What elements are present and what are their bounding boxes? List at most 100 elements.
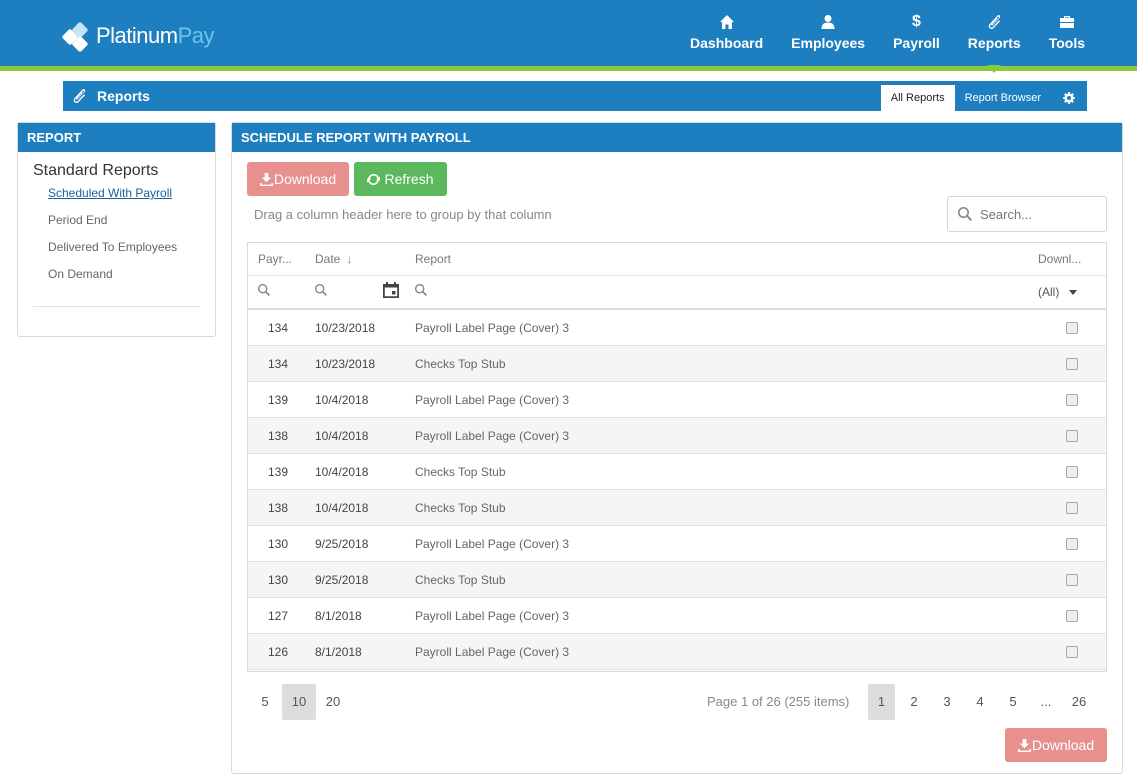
- payroll-cell: 139: [267, 464, 288, 479]
- report-sidebar: REPORT Standard Reports Scheduled With P…: [17, 122, 216, 337]
- nav-payroll-label: Payroll: [893, 35, 940, 51]
- download-icon: [259, 172, 273, 186]
- download-checkbox[interactable]: [1066, 357, 1078, 370]
- tab-all-reports[interactable]: All Reports: [880, 85, 955, 111]
- download-button[interactable]: Download: [247, 162, 349, 196]
- nav-tools-label: Tools: [1048, 35, 1085, 51]
- calendar-icon: [383, 281, 399, 298]
- nav-reports[interactable]: Reports: [968, 14, 1021, 73]
- table-row[interactable]: 134 10/23/2018 Checks Top Stub: [248, 346, 1106, 382]
- download-checkbox[interactable]: [1066, 393, 1078, 406]
- sidebar-header: REPORT: [18, 123, 215, 152]
- date-cell: 10/23/2018: [315, 320, 376, 335]
- table-row[interactable]: 126 8/1/2018 Payroll Label Page (Cover) 3: [248, 634, 1106, 670]
- page-button[interactable]: 2: [910, 694, 918, 709]
- sidebar-item-scheduled-with-payroll[interactable]: Scheduled With Payroll: [48, 186, 173, 200]
- download-checkbox[interactable]: [1066, 465, 1078, 478]
- refresh-button[interactable]: Refresh: [354, 162, 447, 196]
- refresh-icon: [367, 173, 381, 185]
- payroll-cell: 127: [267, 608, 288, 623]
- download-checkbox[interactable]: [1066, 573, 1078, 586]
- report-cell: Payroll Label Page (Cover) 3: [415, 428, 570, 443]
- nav-tools[interactable]: Tools: [1049, 14, 1085, 51]
- date-filter[interactable]: [305, 283, 405, 301]
- user-icon: [821, 15, 835, 29]
- nav-payroll[interactable]: $ Payroll: [893, 13, 940, 52]
- date-cell: 10/4/2018: [315, 428, 369, 443]
- page-button[interactable]: 3: [943, 694, 951, 709]
- table-row[interactable]: 134 10/23/2018 Payroll Label Page (Cover) …: [248, 310, 1106, 346]
- download-checkbox[interactable]: [1066, 609, 1078, 622]
- settings-button[interactable]: [1051, 85, 1087, 111]
- search-input[interactable]: [980, 206, 1100, 222]
- download-icon: [1017, 738, 1031, 752]
- download-filter-value: (All): [1038, 285, 1060, 299]
- table-row[interactable]: 138 10/4/2018 Payroll Label Page (Cover) 3: [248, 418, 1106, 454]
- download-cell: [1038, 537, 1106, 550]
- grid-filter-row: (All): [248, 276, 1106, 310]
- download-checkbox[interactable]: [1066, 501, 1078, 514]
- page-size-selector: 5 10 20: [248, 684, 350, 720]
- nav-employees-label: Employees: [791, 35, 866, 51]
- payroll-cell: 138: [267, 428, 288, 443]
- date-cell: 10/4/2018: [315, 392, 369, 407]
- column-header-date[interactable]: Date ↓: [305, 252, 405, 266]
- report-cell: Payroll Label Page (Cover) 3: [415, 392, 570, 407]
- download-checkbox[interactable]: [1066, 429, 1078, 442]
- payroll-filter[interactable]: [248, 283, 305, 301]
- date-picker-button[interactable]: [383, 281, 399, 303]
- report-cell: Checks Top Stub: [415, 464, 506, 479]
- paperclip-icon: [73, 88, 86, 103]
- download-checkbox[interactable]: [1066, 537, 1078, 550]
- payroll-cell: 134: [267, 356, 288, 371]
- sidebar-item-period-end[interactable]: Period End: [48, 213, 108, 227]
- download-checkbox[interactable]: [1066, 645, 1078, 658]
- logo-text: PlatinumPay: [96, 23, 215, 48]
- table-row[interactable]: 139 10/4/2018 Checks Top Stub: [248, 454, 1106, 490]
- table-row[interactable]: 138 10/4/2018 Checks Top Stub: [248, 490, 1106, 526]
- download-cell: [1038, 321, 1106, 334]
- download-filter-select[interactable]: (All): [1038, 285, 1106, 299]
- download-cell: [1038, 501, 1106, 514]
- home-icon: [719, 15, 734, 29]
- tab-report-browser[interactable]: Report Browser: [964, 92, 1041, 104]
- page-size-option[interactable]: 20: [325, 694, 341, 709]
- table-row[interactable]: 130 9/25/2018 Payroll Label Page (Cover) 3: [248, 526, 1106, 562]
- page-button[interactable]: 1: [868, 684, 895, 720]
- page-button[interactable]: 5: [1009, 694, 1017, 709]
- sort-descending-icon: ↓: [346, 252, 353, 266]
- download-checkbox[interactable]: [1066, 321, 1078, 334]
- payroll-cell: 130: [267, 536, 288, 551]
- column-header-report[interactable]: Report: [415, 252, 452, 266]
- grid-body: 134 10/23/2018 Payroll Label Page (Cover) …: [248, 310, 1106, 670]
- report-filter[interactable]: [405, 283, 1038, 301]
- download-cell: [1038, 645, 1106, 658]
- nav-employees[interactable]: Employees: [791, 14, 865, 51]
- column-header-payroll[interactable]: Payr...: [258, 252, 293, 266]
- page-size-option[interactable]: 5: [261, 694, 269, 709]
- report-cell: Checks Top Stub: [415, 572, 506, 587]
- page-button[interactable]: 4: [976, 694, 984, 709]
- table-row[interactable]: 130 9/25/2018 Checks Top Stub: [248, 562, 1106, 598]
- table-row[interactable]: 139 10/4/2018 Payroll Label Page (Cover) 3: [248, 382, 1106, 418]
- download-cell: [1038, 393, 1106, 406]
- column-header-download[interactable]: Downl...: [1038, 252, 1082, 266]
- date-cell: 9/25/2018: [315, 536, 369, 551]
- group-by-hint: Drag a column header here to group by th…: [254, 207, 552, 222]
- table-row[interactable]: 127 8/1/2018 Payroll Label Page (Cover) 3: [248, 598, 1106, 634]
- nav-dashboard[interactable]: Dashboard: [690, 14, 763, 51]
- date-cell: 9/25/2018: [315, 572, 369, 587]
- page-button[interactable]: 26: [1071, 694, 1087, 709]
- platinumpay-logo[interactable]: PlatinumPay: [61, 20, 215, 53]
- sidebar-item-on-demand[interactable]: On Demand: [48, 267, 113, 281]
- payroll-cell: 134: [267, 320, 288, 335]
- header-accent-line: [0, 66, 1137, 71]
- page-size-option[interactable]: 10: [282, 684, 316, 720]
- download-cell: [1038, 357, 1106, 370]
- dollar-icon: $: [911, 13, 921, 30]
- download-button-bottom[interactable]: Download: [1005, 728, 1107, 762]
- sidebar-item-delivered-to-employees[interactable]: Delivered To Employees: [48, 240, 178, 254]
- download-cell: [1038, 609, 1106, 622]
- schedule-report-panel: SCHEDULE REPORT WITH PAYROLL Download Re…: [231, 122, 1123, 774]
- toolbox-icon: [1059, 16, 1074, 28]
